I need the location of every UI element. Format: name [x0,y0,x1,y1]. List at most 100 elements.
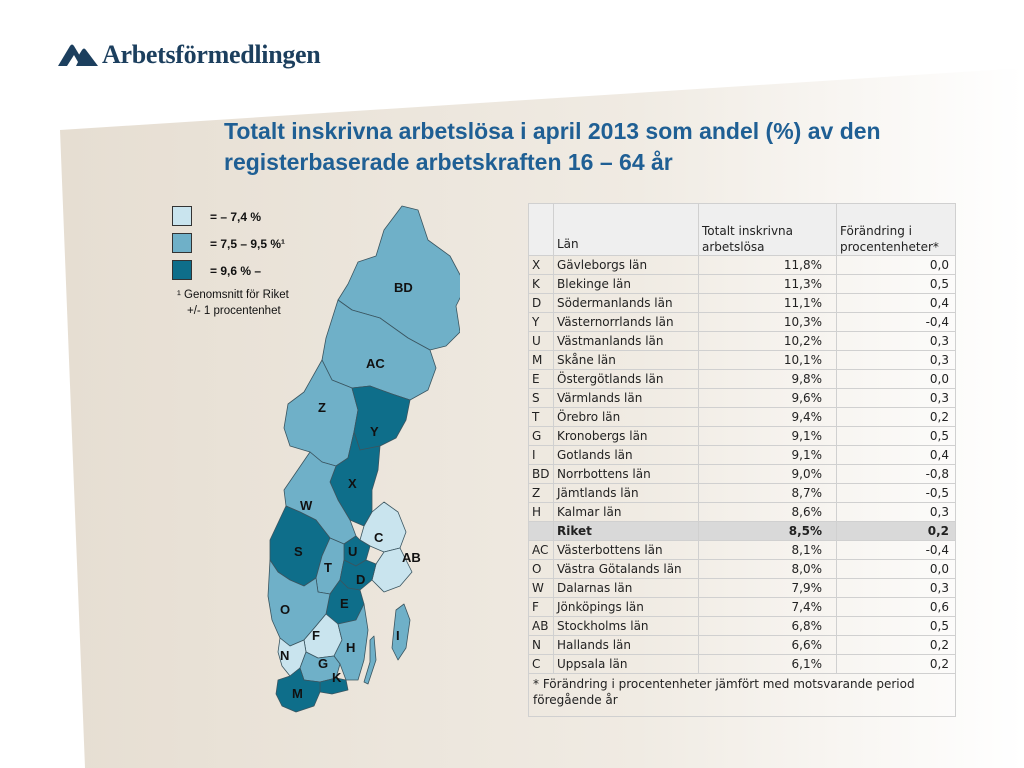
unemployment-table: Län Totalt inskrivna arbetslösa Förändri… [528,203,956,717]
region-label-h: H [346,640,355,655]
cell-change: 0,2 [836,407,956,427]
cell-lan: Södermanlands län [553,293,699,313]
table-row: D Södermanlands län 11,1% 0,4 [528,293,956,313]
table-row: Z Jämtlands län 8,7% -0,5 [528,483,956,503]
table-row: AC Västerbottens län 8,1% -0,4 [528,540,956,560]
cell-code: F [528,597,554,617]
header-value: Totalt inskrivna arbetslösa [698,203,837,256]
region-M [275,667,321,713]
region-label-e: E [340,596,349,611]
logo-mark-icon [58,44,98,66]
table-row: Y Västernorrlands län 10,3% -0,4 [528,312,956,332]
cell-lan: Västmanlands län [553,331,699,351]
header-code [528,203,554,256]
cell-value: 9,6% [698,388,837,408]
cell-value: 10,2% [698,331,837,351]
cell-lan: Norrbottens län [553,464,699,484]
cell-value: 8,1% [698,540,837,560]
table-footnote: * Förändring i procentenheter jämfört me… [528,673,956,717]
table-row: AB Stockholms län 6,8% 0,5 [528,616,956,636]
table-header-row: Län Totalt inskrivna arbetslösa Förändri… [528,203,956,256]
legend-label-high: = 9,6 % – [210,264,262,278]
cell-code: T [528,407,554,427]
cell-lan: Östergötlands län [553,369,699,389]
cell-change: 0,3 [836,502,956,522]
table-row: Riket 8,5% 0,2 [528,521,956,541]
region-label-z: Z [318,400,326,415]
legend-note-line2: +/- 1 procentenhet [187,305,281,317]
region-label-s: S [294,544,303,559]
table-row: O Västra Götalands län 8,0% 0,0 [528,559,956,579]
cell-change: 0,2 [836,654,956,674]
cell-lan: Västra Götalands län [553,559,699,579]
legend-label-low: = – 7,4 % [210,210,262,224]
cell-value: 9,0% [698,464,837,484]
cell-code: I [528,445,554,465]
cell-lan: Skåne län [553,350,699,370]
cell-value: 8,7% [698,483,837,503]
cell-code: E [528,369,554,389]
table-row: C Uppsala län 6,1% 0,2 [528,654,956,674]
cell-change: 0,5 [836,274,956,294]
cell-code: G [528,426,554,446]
table-row: H Kalmar län 8,6% 0,3 [528,502,956,522]
region-label-n: N [280,648,289,663]
cell-change: 0,6 [836,597,956,617]
cell-code: AC [528,540,554,560]
table-row: I Gotlands län 9,1% 0,4 [528,445,956,465]
region-label-c: C [374,530,384,545]
brand-logo: Arbetsförmedlingen [58,38,321,72]
cell-lan: Dalarnas län [553,578,699,598]
region-oland [363,635,377,685]
cell-lan: Kalmar län [553,502,699,522]
region-label-y: Y [370,424,379,439]
cell-code: D [528,293,554,313]
table-row: U Västmanlands län 10,2% 0,3 [528,331,956,351]
cell-code: M [528,350,554,370]
cell-code: U [528,331,554,351]
region-H [333,603,369,681]
cell-lan: Riket [553,521,699,541]
table-row: M Skåne län 10,1% 0,3 [528,350,956,370]
cell-lan: Uppsala län [553,654,699,674]
cell-value: 8,0% [698,559,837,579]
cell-code: O [528,559,554,579]
statistics-table-wrapper: Län Totalt inskrivna arbetslösa Förändri… [528,203,956,717]
cell-lan: Örebro län [553,407,699,427]
cell-change: 0,0 [836,255,956,275]
logo-text: Arbetsförmedlingen [102,40,321,69]
cell-lan: Stockholms län [553,616,699,636]
table-row: N Hallands län 6,6% 0,2 [528,635,956,655]
cell-change: 0,3 [836,350,956,370]
region-label-bd: BD [394,280,413,295]
cell-code: W [528,578,554,598]
cell-code: X [528,255,554,275]
cell-value: 10,3% [698,312,837,332]
table-row: G Kronobergs län 9,1% 0,5 [528,426,956,446]
legend-item-low: = – 7,4 % [172,206,289,233]
cell-value: 9,1% [698,445,837,465]
legend-item-mid: = 7,5 – 9,5 %¹ [172,233,289,260]
region-label-x: X [348,476,357,491]
cell-change: 0,5 [836,616,956,636]
legend-swatch-mid [172,233,192,253]
cell-change: -0,8 [836,464,956,484]
cell-change: 0,3 [836,331,956,351]
cell-lan: Västerbottens län [553,540,699,560]
region-label-t: T [324,560,332,575]
legend-note-line1: ¹ Genomsnitt för Riket [177,289,289,301]
cell-code: S [528,388,554,408]
cell-lan: Blekinge län [553,274,699,294]
cell-lan: Västernorrlands län [553,312,699,332]
cell-lan: Jämtlands län [553,483,699,503]
cell-lan: Gotlands län [553,445,699,465]
cell-value: 11,3% [698,274,837,294]
cell-value: 9,1% [698,426,837,446]
region-label-d: D [356,572,365,587]
cell-change: 0,4 [836,445,956,465]
cell-change: -0,4 [836,540,956,560]
cell-code [528,521,554,541]
region-label-w: W [300,498,313,513]
cell-change: -0,5 [836,483,956,503]
cell-value: 6,8% [698,616,837,636]
